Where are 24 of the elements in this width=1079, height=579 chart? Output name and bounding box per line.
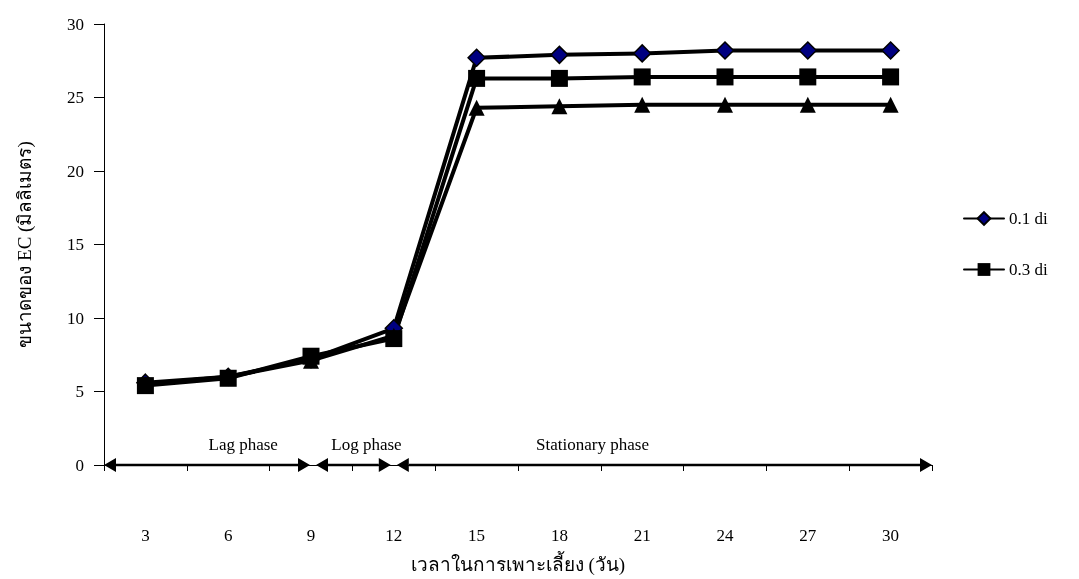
y-tick-label: 5 <box>75 382 84 401</box>
y-tick-label: 25 <box>67 88 84 107</box>
x-tick-label: 27 <box>799 526 817 545</box>
y-axis-title: ขนาดของ EC (มิลลิเมตร) <box>14 141 36 348</box>
y-tick-label: 20 <box>67 161 84 181</box>
x-tick-label: 6 <box>223 526 233 545</box>
y-tick-label: 0 <box>75 455 84 475</box>
x-tick-label: 9 <box>306 526 316 545</box>
x-tick-label: 18 <box>550 526 568 545</box>
x-tick-label: 3 <box>141 526 150 545</box>
annotation: Log phase <box>331 435 402 455</box>
x-tick-label: 15 <box>468 526 486 545</box>
y-tick-label: 10 <box>67 308 84 328</box>
x-axis-title: เวลาในการเพาะเลี้ยง (วัน) <box>410 551 626 576</box>
x-tick-label: 24 <box>716 526 734 545</box>
x-tick-label: 21 <box>633 526 651 545</box>
annotation: Stationary phase <box>536 435 649 455</box>
x-tick-label: 30 <box>882 526 900 545</box>
y-tick-label: 30 <box>67 14 84 34</box>
annotation: Lag phase <box>208 435 278 455</box>
legend-label: 0.1 di <box>1009 209 1048 228</box>
y-tick-label: 15 <box>67 235 84 254</box>
legend-label: 0.3 di <box>1009 260 1048 279</box>
x-tick-label: 12 <box>385 526 403 545</box>
